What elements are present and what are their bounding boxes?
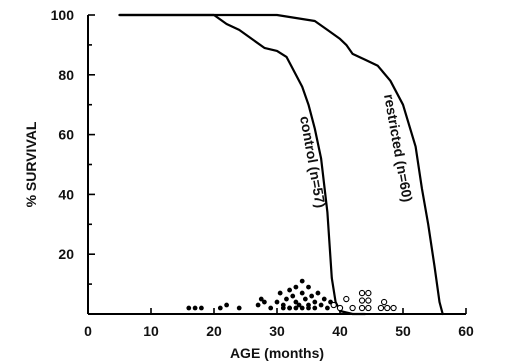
control-death-point [312, 305, 318, 311]
control-death-point [318, 302, 324, 308]
restricted-death-point [358, 289, 366, 297]
control-death-point [299, 305, 305, 311]
restricted-death-point [390, 304, 397, 312]
y-axis-label: % SURVIVAL [23, 121, 39, 207]
y-tick-label: 20 [58, 246, 74, 262]
control-death-point [192, 305, 198, 311]
y-tick-label: 40 [58, 186, 74, 202]
control-death-point [306, 284, 311, 290]
control-death-point [274, 299, 280, 305]
death-points [186, 278, 397, 312]
restricted-death-point [365, 289, 372, 297]
control-death-point [309, 293, 315, 299]
control-death-point [277, 290, 283, 296]
control-death-point [287, 305, 292, 311]
control-death-point [199, 305, 204, 311]
control-curve [118, 13, 367, 316]
control-death-point [186, 305, 192, 311]
axes: 0 10 20 30 40 50 60 20 40 60 80 100 [51, 7, 474, 339]
y-tick-label: 60 [58, 127, 74, 143]
control-death-point [299, 278, 305, 284]
restricted-death-point [384, 304, 391, 312]
chart-labels: AGE (months) % SURVIVAL control (n=57) rest… [23, 93, 416, 361]
control-death-point [255, 302, 261, 308]
control-death-point [302, 296, 308, 302]
x-tick-label: 10 [143, 323, 159, 339]
restricted-death-point [330, 301, 337, 309]
x-tick-label: 20 [206, 323, 222, 339]
control-death-point [321, 296, 327, 302]
x-tick-label: 30 [269, 323, 285, 339]
control-death-point [312, 299, 318, 305]
x-axis-label: AGE (months) [230, 345, 324, 361]
control-death-point [293, 299, 299, 305]
control-death-point [296, 302, 302, 308]
control-curve-label: control (n=57) [297, 115, 329, 209]
survival-curves [118, 13, 444, 316]
control-death-point [287, 287, 292, 293]
x-tick-label: 50 [395, 323, 411, 339]
control-death-point [299, 290, 305, 296]
restricted-curve-label: restricted (n=60) [381, 93, 416, 203]
control-death-point [290, 293, 296, 299]
restricted-death-point [336, 304, 344, 312]
control-death-point [262, 299, 267, 305]
restricted-death-point [358, 297, 366, 304]
control-death-point [268, 305, 274, 311]
restricted-death-point [365, 297, 372, 304]
control-death-point [306, 305, 311, 311]
control-death-point [284, 296, 289, 302]
restricted-death-point [380, 298, 388, 306]
control-death-point [315, 290, 321, 296]
restricted-death-point [365, 304, 372, 312]
control-death-point [236, 305, 242, 311]
y-tick-label: 100 [51, 7, 75, 23]
control-death-point [293, 305, 299, 311]
control-death-point [217, 305, 223, 311]
control-death-point [224, 302, 230, 308]
restricted-curve [118, 13, 444, 316]
control-death-point [280, 305, 286, 311]
x-tick-label: 60 [458, 323, 474, 339]
restricted-death-point [343, 295, 350, 303]
restricted-death-point [377, 304, 385, 312]
control-death-point [258, 296, 264, 302]
restricted-death-point [358, 304, 366, 312]
restricted-death-point [349, 304, 356, 312]
x-tick-label: 40 [332, 323, 348, 339]
y-tick-label: 80 [58, 67, 74, 83]
control-death-point [293, 284, 299, 290]
control-death-point [325, 305, 330, 311]
x-tick-label: 0 [84, 323, 92, 339]
